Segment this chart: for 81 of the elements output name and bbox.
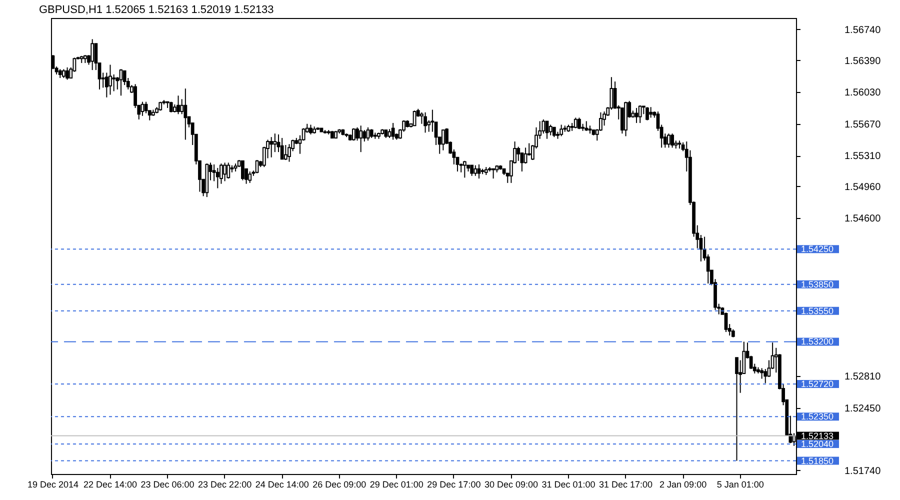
candlestick [470, 164, 474, 176]
candlestick [474, 164, 478, 176]
candlestick [646, 106, 649, 121]
candlestick [180, 98, 184, 115]
ref-line-label: 1.54250 [801, 244, 834, 254]
x-tick-label: 31 Dec 17:00 [598, 480, 653, 490]
x-tick-label: 5 Jan 01:00 [716, 480, 764, 490]
x-tick-label: 19 Dec 2014 [27, 480, 78, 490]
y-tick-label: 1.51740 [844, 466, 882, 477]
candlestick [280, 137, 284, 160]
candlestick [634, 107, 638, 124]
ref-line-label: 1.53550 [801, 306, 834, 316]
candlestick [584, 120, 588, 132]
y-tick-label: 1.52450 [844, 403, 882, 414]
ref-line-label: 1.52040 [801, 439, 834, 450]
candlestick [288, 144, 291, 162]
x-tick-label: 31 Dec 01:00 [542, 480, 596, 490]
candlestick [248, 170, 252, 184]
candlestick [735, 357, 738, 462]
ref-line-label: 1.51850 [801, 456, 834, 466]
candlestick [66, 66, 69, 80]
ref-line-label: 1.53850 [801, 279, 834, 290]
candlestick [309, 124, 312, 135]
candlestick [366, 126, 370, 142]
x-tick-label: 29 Dec 01:00 [370, 480, 424, 490]
x-tick-label: 23 Dec 22:00 [198, 480, 252, 490]
candlestick [176, 95, 180, 115]
candlestick [545, 120, 549, 140]
candlestick [241, 160, 244, 181]
y-tick-label: 1.56390 [844, 56, 882, 67]
x-tick-label: 29 Dec 17:00 [427, 480, 481, 490]
candlestick [391, 122, 395, 140]
candlestick [548, 124, 552, 136]
candlestick [516, 146, 520, 162]
candlestick [352, 128, 356, 142]
y-tick-label: 1.56740 [844, 24, 882, 36]
candlestick [560, 124, 564, 137]
ref-line-label: 1.52133 [801, 430, 834, 441]
candlestick [90, 38, 94, 71]
candlestick [223, 162, 227, 182]
candlestick [667, 133, 670, 148]
ref-line-label: 1.52350 [801, 412, 834, 422]
y-tick-label: 1.56030 [844, 88, 882, 99]
y-tick-label: 1.52810 [844, 372, 882, 383]
candlestick [220, 163, 223, 184]
candlestick [273, 133, 277, 153]
x-tick-label: 2 Jan 09:00 [660, 480, 707, 490]
candlestick [441, 130, 445, 151]
candlestick [424, 112, 427, 134]
y-tick-label: 1.54960 [844, 182, 882, 193]
candlestick [255, 160, 259, 174]
candlestick [226, 162, 230, 180]
candlestick [462, 160, 466, 178]
x-tick-label: 26 Dec 09:00 [312, 480, 366, 490]
ref-line-label: 1.53200 [801, 336, 834, 347]
candlestick [670, 133, 674, 148]
candlestick [764, 368, 768, 384]
candlestick [574, 117, 578, 129]
candlestick [284, 144, 288, 161]
candlestick [638, 104, 642, 124]
candlestick [552, 126, 556, 138]
x-tick-label: 24 Dec 14:00 [255, 480, 309, 490]
y-tick-label: 1.54600 [844, 214, 882, 225]
candlestick [362, 130, 366, 142]
ref-line-label: 1.52720 [801, 379, 834, 390]
candlestick [184, 88, 188, 140]
y-tick-label: 1.55310 [844, 151, 882, 162]
y-tick-label: 1.55670 [844, 119, 882, 130]
x-tick-label: 23 Dec 06:00 [140, 480, 194, 490]
x-tick-label: 30 Dec 09:00 [484, 480, 538, 490]
candlestick [649, 106, 653, 118]
x-tick-label: 22 Dec 14:00 [83, 480, 138, 490]
candlestick [140, 101, 144, 116]
candlestick [270, 136, 274, 158]
candlestick [492, 168, 496, 180]
chart-title: GBPUSD,H1 1.52065 1.52163 1.52019 1.52133 [38, 4, 274, 16]
candlestick [108, 64, 112, 96]
candlestick [216, 167, 220, 189]
candlestick [760, 368, 764, 380]
candlestick [359, 125, 363, 153]
candlestick [112, 74, 116, 92]
